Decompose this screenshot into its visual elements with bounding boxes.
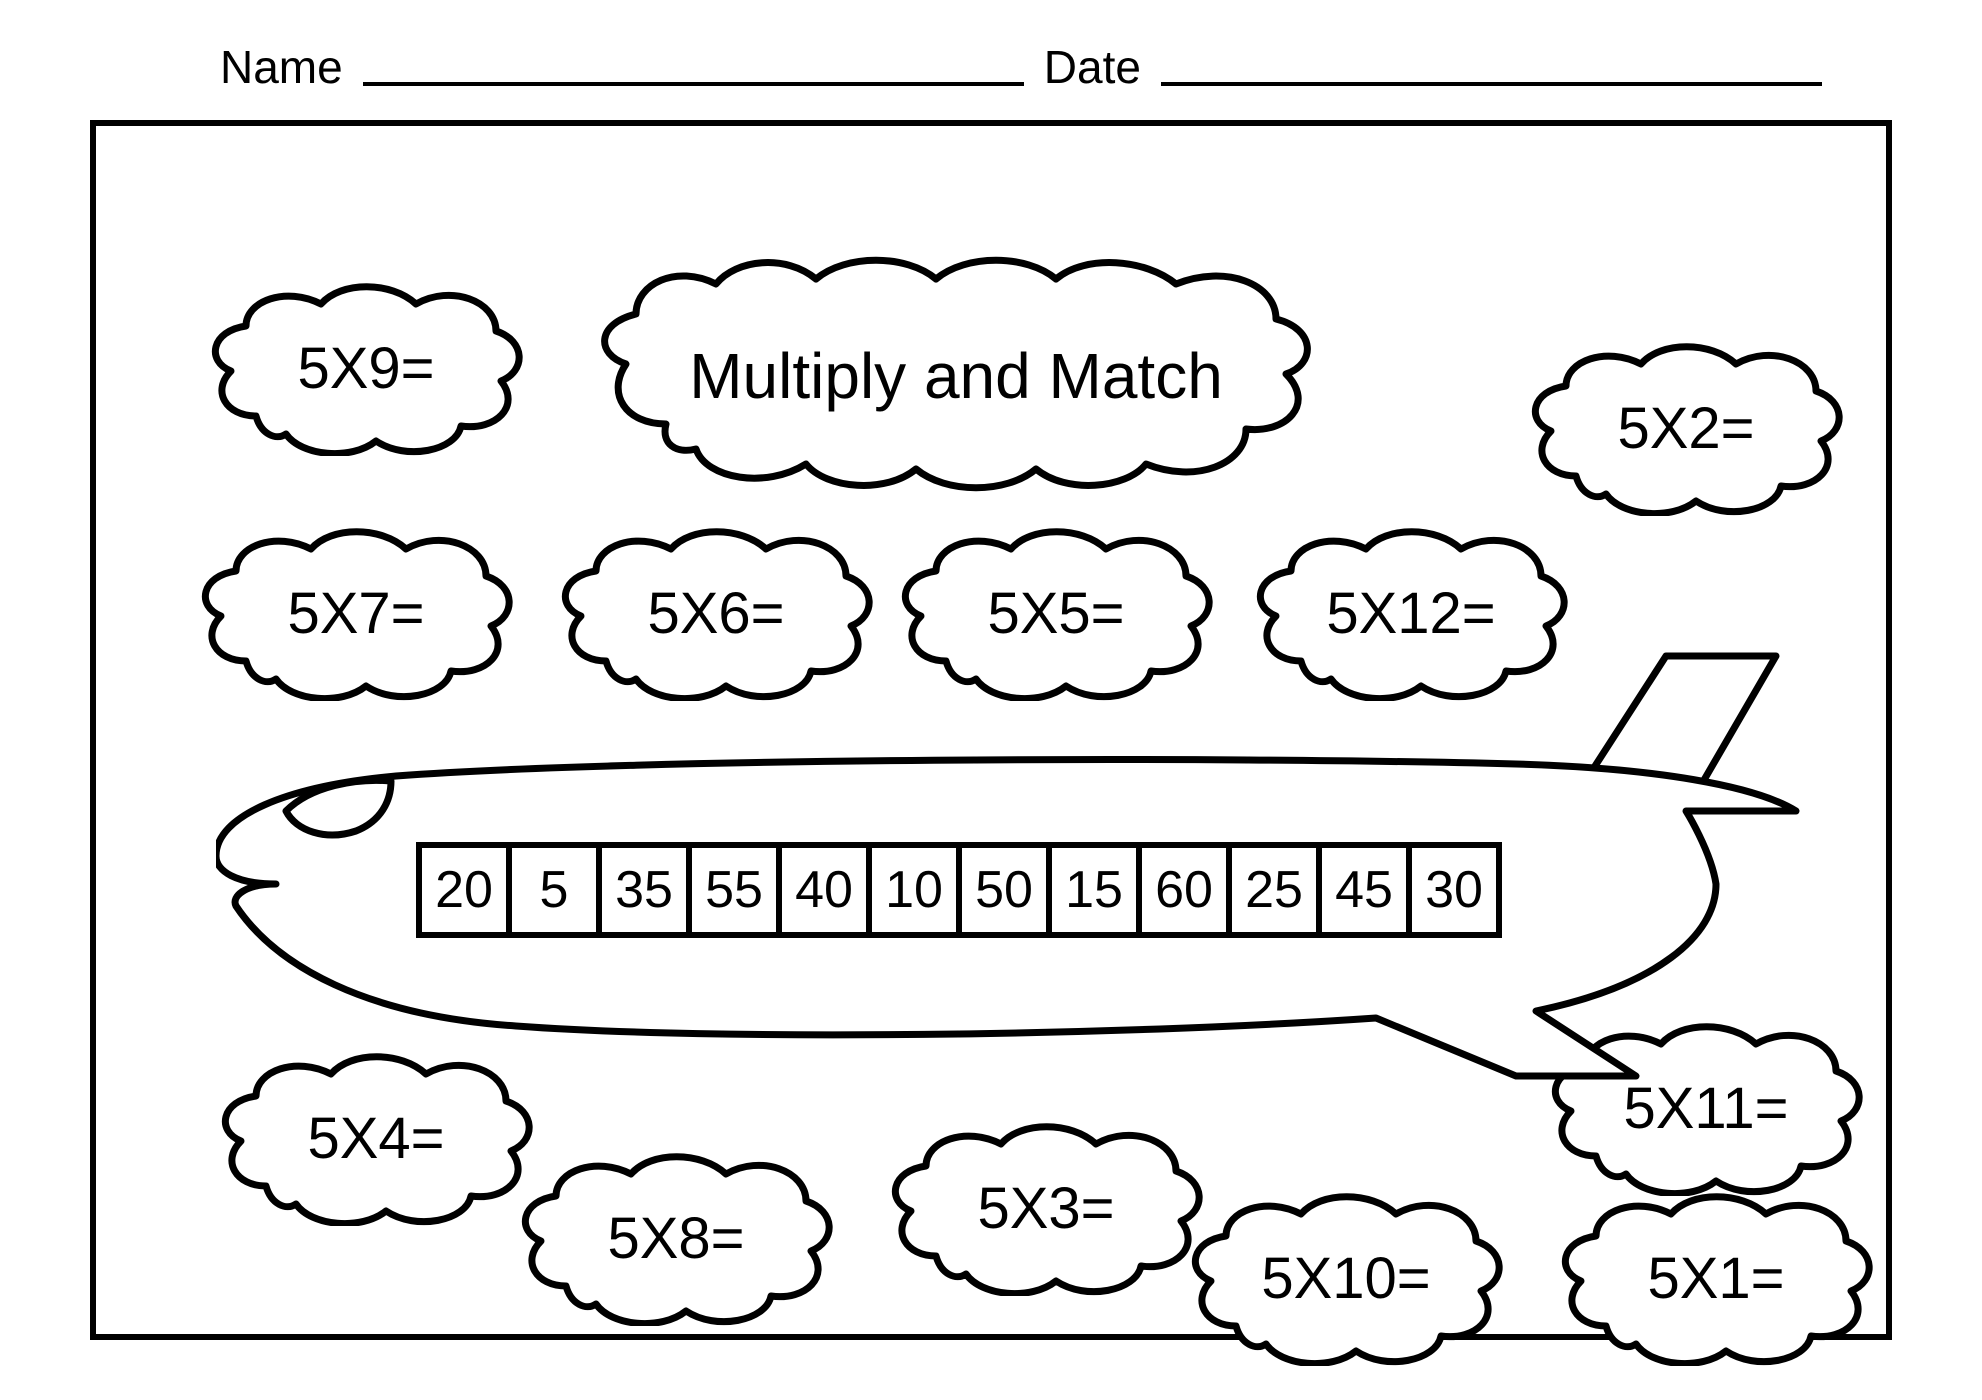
problem-cloud[interactable]: 5X3= xyxy=(886,1116,1206,1296)
problem-text: 5X9= xyxy=(206,276,526,456)
date-field-line[interactable] xyxy=(1161,76,1822,86)
answer-cell[interactable]: 55 xyxy=(686,842,782,938)
answer-cell[interactable]: 40 xyxy=(776,842,872,938)
answer-cell[interactable]: 20 xyxy=(416,842,512,938)
answer-cell[interactable]: 45 xyxy=(1316,842,1412,938)
problem-cloud[interactable]: 5X10= xyxy=(1176,1186,1516,1366)
problem-cloud[interactable]: 5X2= xyxy=(1526,336,1846,516)
name-label: Name xyxy=(220,40,343,94)
problem-text: 5X8= xyxy=(516,1146,836,1326)
title-cloud: Multiply and Match xyxy=(586,254,1326,494)
worksheet-sheet: Name Date Multiply and Match 5X9= 5X2= 5… xyxy=(0,0,1982,1400)
problem-cloud[interactable]: 5X1= xyxy=(1556,1186,1876,1366)
answer-cell[interactable]: 15 xyxy=(1046,842,1142,938)
answer-windows: 20535554010501560254530 xyxy=(416,842,1502,938)
answer-cell[interactable]: 60 xyxy=(1136,842,1232,938)
date-label: Date xyxy=(1044,40,1141,94)
title-text: Multiply and Match xyxy=(586,254,1326,494)
answer-cell[interactable]: 25 xyxy=(1226,842,1322,938)
worksheet-frame: Multiply and Match 5X9= 5X2= 5X7= 5X6= 5… xyxy=(90,120,1892,1340)
problem-text: 5X1= xyxy=(1556,1186,1876,1366)
answer-cell[interactable]: 5 xyxy=(506,842,602,938)
problem-text: 5X2= xyxy=(1526,336,1846,516)
name-field-line[interactable] xyxy=(363,76,1024,86)
answer-cell[interactable]: 35 xyxy=(596,842,692,938)
answer-cell[interactable]: 10 xyxy=(866,842,962,938)
answer-cell[interactable]: 50 xyxy=(956,842,1052,938)
problem-text: 5X10= xyxy=(1176,1186,1516,1366)
problem-text: 5X3= xyxy=(886,1116,1206,1296)
answer-cell[interactable]: 30 xyxy=(1406,842,1502,938)
header-row: Name Date xyxy=(220,40,1822,94)
problem-cloud[interactable]: 5X8= xyxy=(516,1146,836,1326)
problem-cloud[interactable]: 5X9= xyxy=(206,276,526,456)
